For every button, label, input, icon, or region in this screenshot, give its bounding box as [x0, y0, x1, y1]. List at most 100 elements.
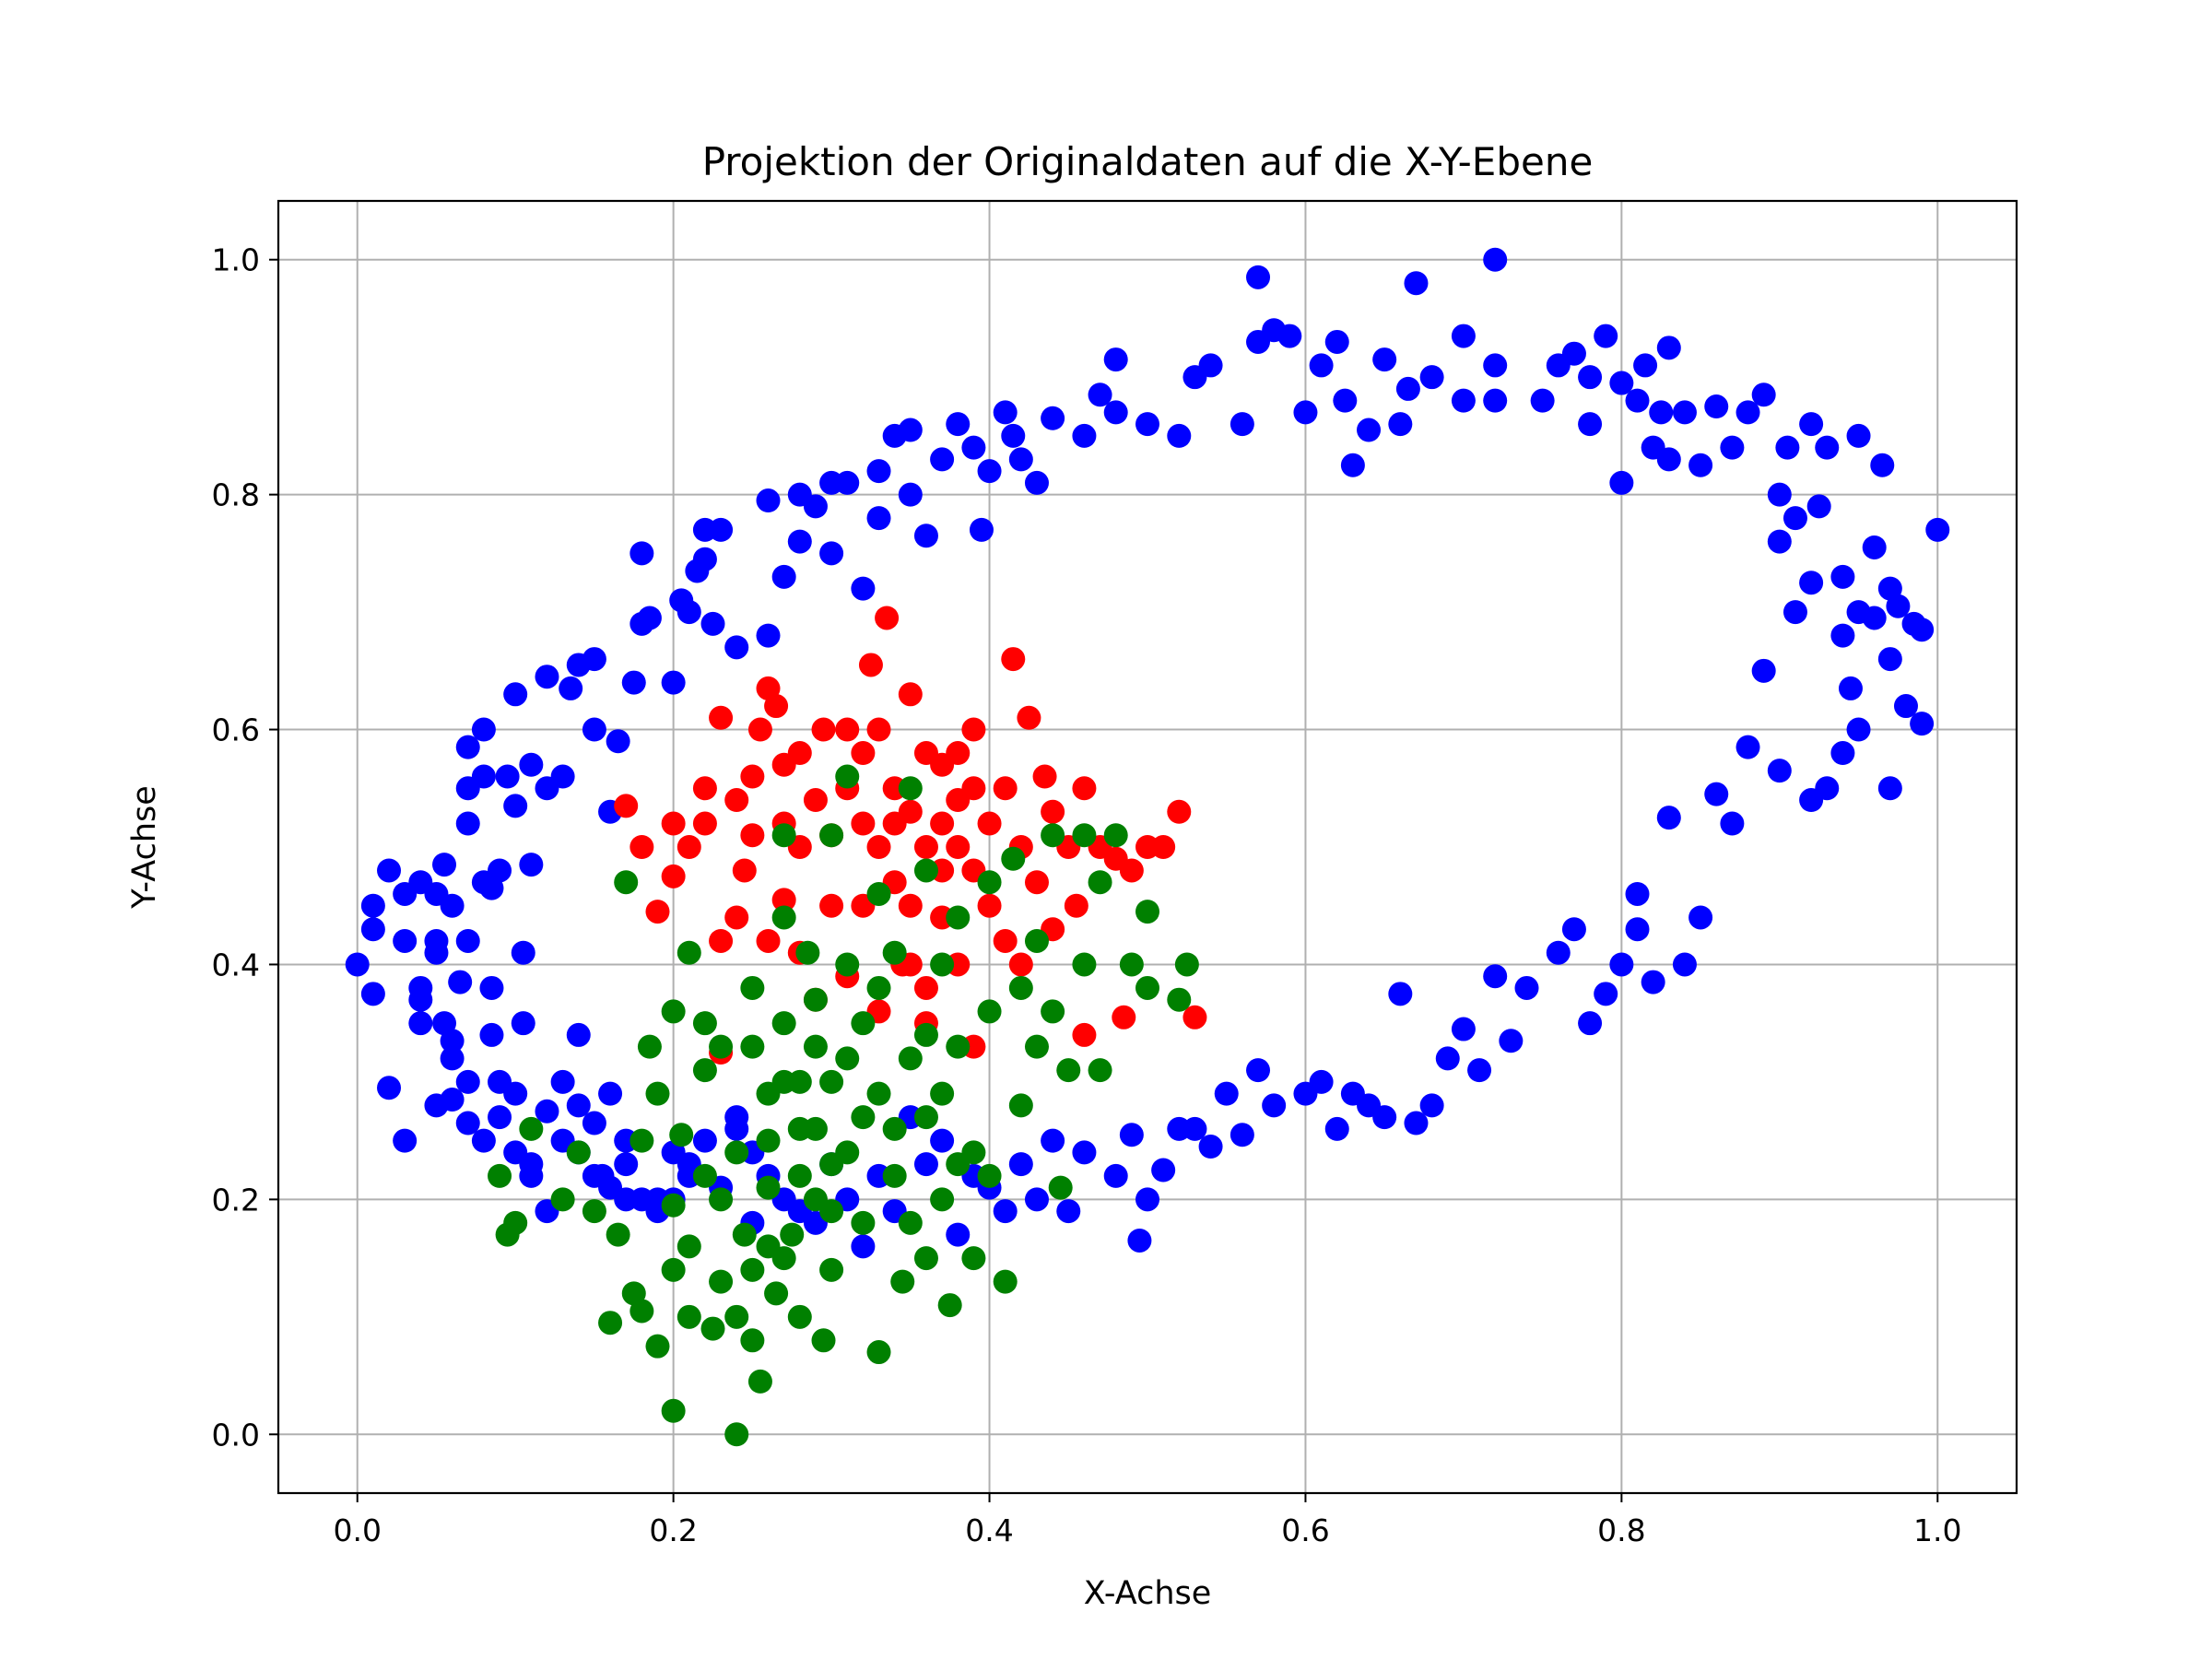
data-point: [448, 970, 473, 994]
data-point: [455, 1069, 480, 1094]
data-point: [913, 524, 938, 548]
data-point: [535, 1099, 559, 1124]
data-point: [511, 940, 535, 965]
data-point: [582, 647, 606, 672]
data-point: [677, 1234, 701, 1259]
data-point: [1578, 1011, 1603, 1036]
data-point: [1451, 324, 1476, 348]
data-point: [1815, 435, 1840, 460]
data-point: [1483, 964, 1508, 989]
data-point: [866, 459, 891, 484]
data-point: [977, 1163, 1002, 1188]
data-point: [1499, 1029, 1524, 1053]
data-point: [1910, 712, 1935, 736]
x-tick-label: 0.2: [649, 1512, 697, 1548]
data-point: [661, 1257, 686, 1282]
data-point: [1309, 353, 1334, 378]
data-point: [1001, 423, 1026, 448]
data-point: [913, 1152, 938, 1177]
data-point: [1893, 694, 1918, 719]
data-point: [1001, 647, 1026, 672]
data-point: [1024, 870, 1049, 895]
x-tick-label: 0.8: [1597, 1512, 1645, 1548]
data-point: [1720, 811, 1745, 836]
data-point: [977, 999, 1002, 1024]
data-point: [930, 1187, 955, 1212]
data-point: [661, 1398, 686, 1423]
data-point: [771, 888, 796, 912]
data-point: [1546, 940, 1571, 965]
data-point: [1167, 987, 1192, 1012]
data-point: [1024, 1034, 1049, 1059]
data-point: [1877, 776, 1902, 801]
data-point: [566, 1093, 591, 1118]
data-point: [1625, 388, 1650, 413]
data-point: [811, 1328, 836, 1353]
data-point: [1032, 764, 1057, 789]
data-point: [1735, 735, 1760, 759]
data-point: [1072, 952, 1097, 977]
data-point: [677, 600, 701, 625]
data-point: [819, 893, 844, 918]
data-point: [724, 1140, 749, 1165]
data-point: [993, 928, 1018, 953]
data-point: [756, 1175, 781, 1200]
data-point: [503, 1210, 528, 1235]
data-point: [1088, 870, 1112, 895]
data-point: [771, 564, 796, 589]
data-point: [977, 459, 1002, 484]
data-point: [803, 788, 828, 813]
data-point: [408, 987, 433, 1012]
y-tick-label: 0.2: [212, 1182, 260, 1218]
data-point: [890, 1269, 915, 1294]
data-point: [1783, 506, 1807, 531]
data-point: [913, 975, 938, 1000]
data-point: [866, 881, 891, 906]
data-point: [1688, 905, 1713, 930]
data-point: [645, 1334, 670, 1359]
data-point: [946, 1222, 971, 1247]
data-point: [1008, 975, 1033, 1000]
data-point: [1041, 823, 1065, 848]
data-point: [961, 717, 986, 742]
data-point: [1838, 676, 1863, 700]
data-point: [1198, 353, 1223, 378]
data-point: [582, 1163, 606, 1188]
data-point: [1017, 705, 1041, 730]
y-tick-label: 0.6: [212, 712, 260, 748]
data-point: [692, 1011, 717, 1036]
data-point: [1277, 324, 1302, 348]
y-tick-label: 1.0: [212, 242, 260, 278]
data-point: [479, 975, 504, 1000]
data-point: [930, 952, 955, 977]
data-point: [1324, 329, 1349, 354]
data-point: [1862, 535, 1887, 559]
data-point: [1135, 900, 1159, 924]
data-point: [835, 1046, 860, 1071]
data-point: [1846, 717, 1871, 742]
data-point: [866, 835, 891, 859]
data-point: [1340, 1081, 1365, 1106]
data-point: [858, 653, 883, 677]
data-point: [1103, 823, 1128, 848]
data-point: [747, 1369, 772, 1394]
data-point: [1404, 1111, 1429, 1135]
data-point: [993, 1199, 1018, 1224]
data-point: [1609, 470, 1634, 495]
data-point: [835, 952, 860, 977]
data-point: [1001, 846, 1026, 871]
data-point: [1578, 412, 1603, 437]
data-point: [661, 670, 686, 695]
data-point: [913, 1105, 938, 1130]
data-point: [519, 1116, 544, 1141]
data-point: [993, 400, 1018, 425]
data-point: [724, 1422, 749, 1447]
data-point: [1293, 1081, 1318, 1106]
data-point: [898, 482, 923, 507]
data-point: [360, 893, 385, 918]
data-point: [898, 776, 923, 801]
data-point: [1641, 970, 1665, 994]
data-point: [1119, 858, 1144, 883]
data-point: [851, 1210, 876, 1235]
data-point: [835, 717, 860, 742]
